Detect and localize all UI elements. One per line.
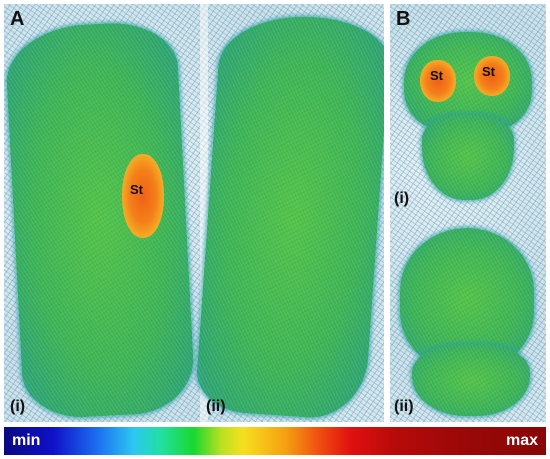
sub-label-a-i: (i) bbox=[10, 398, 26, 415]
colorbar-min-label: min bbox=[12, 432, 41, 449]
tissue-slice-a-ii bbox=[194, 10, 384, 422]
tissue-slice-b-ii-lower bbox=[412, 344, 530, 416]
intensity-colorbar: min max bbox=[4, 427, 546, 455]
sub-label-a-ii: (ii) bbox=[206, 398, 226, 415]
panel-a: St A (i) (ii) bbox=[4, 4, 384, 422]
striatum-label-b-i-left: St bbox=[430, 68, 443, 83]
tissue-slice-b-i-lower bbox=[422, 114, 514, 200]
panel-letter-b: B bbox=[396, 8, 411, 30]
striatum-hotspot-b-i-right bbox=[474, 56, 510, 96]
sub-label-b-i: (i) bbox=[394, 190, 410, 207]
sub-label-b-ii: (ii) bbox=[394, 398, 414, 415]
panel-a-divider bbox=[200, 4, 208, 422]
striatum-label-a-i: St bbox=[130, 182, 143, 197]
colorbar-max-label: max bbox=[505, 432, 538, 449]
panel-b: St St B (i) (ii) bbox=[390, 4, 546, 422]
panel-letter-a: A bbox=[10, 8, 25, 30]
tissue-slice-a-i bbox=[4, 19, 197, 421]
striatum-label-b-i-right: St bbox=[482, 64, 495, 79]
striatum-hotspot-b-i-left bbox=[420, 60, 456, 102]
striatum-hotspot-a-i bbox=[122, 154, 164, 238]
